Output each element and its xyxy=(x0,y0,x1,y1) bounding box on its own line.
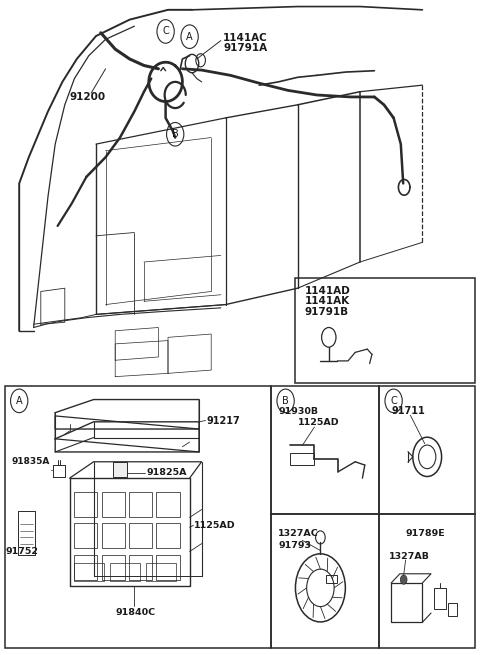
Bar xyxy=(74,492,97,517)
Bar xyxy=(74,563,104,581)
Text: 1141AK: 1141AK xyxy=(305,296,350,307)
Bar xyxy=(271,386,379,514)
Text: 1125AD: 1125AD xyxy=(194,521,236,530)
Text: 91752: 91752 xyxy=(6,547,39,556)
Text: 91835A: 91835A xyxy=(12,457,50,466)
Text: 1141AD: 1141AD xyxy=(305,286,350,296)
Circle shape xyxy=(400,575,407,584)
Text: 1327AB: 1327AB xyxy=(389,552,430,561)
Text: A: A xyxy=(186,31,193,42)
Bar xyxy=(156,523,180,548)
Bar xyxy=(113,462,127,477)
Bar xyxy=(391,583,422,622)
Text: 91200: 91200 xyxy=(70,92,106,102)
Text: 91793: 91793 xyxy=(278,541,312,550)
Text: 1141AC: 1141AC xyxy=(223,33,268,43)
Bar xyxy=(379,386,475,514)
Text: 91789E: 91789E xyxy=(406,529,445,538)
Text: 1327AC: 1327AC xyxy=(278,529,319,538)
Bar xyxy=(129,523,152,548)
Bar xyxy=(326,575,336,583)
Bar xyxy=(290,453,314,465)
Bar xyxy=(5,386,271,648)
Bar xyxy=(434,588,446,609)
Bar xyxy=(129,555,152,580)
Text: C: C xyxy=(162,26,169,37)
Bar xyxy=(271,514,379,648)
Bar xyxy=(102,555,125,580)
Text: 91791B: 91791B xyxy=(305,307,349,317)
Bar xyxy=(74,523,97,548)
Text: C: C xyxy=(390,396,397,406)
Bar xyxy=(146,563,176,581)
Bar xyxy=(156,555,180,580)
Text: B: B xyxy=(172,129,179,140)
Bar xyxy=(129,492,152,517)
Text: 91711: 91711 xyxy=(391,406,425,417)
Text: 91840C: 91840C xyxy=(115,608,156,617)
Bar xyxy=(448,603,457,616)
Bar xyxy=(74,555,97,580)
Text: 91791A: 91791A xyxy=(223,43,267,54)
Bar xyxy=(110,563,140,581)
Bar xyxy=(102,523,125,548)
Text: B: B xyxy=(282,396,289,406)
Text: 1125AD: 1125AD xyxy=(298,418,339,427)
Bar xyxy=(156,492,180,517)
Bar xyxy=(102,492,125,517)
Bar xyxy=(295,278,475,383)
Bar xyxy=(379,514,475,648)
Text: 91930B: 91930B xyxy=(278,407,318,416)
Text: A: A xyxy=(16,396,23,406)
Text: 91217: 91217 xyxy=(206,415,240,426)
Text: 91825A: 91825A xyxy=(146,468,187,477)
